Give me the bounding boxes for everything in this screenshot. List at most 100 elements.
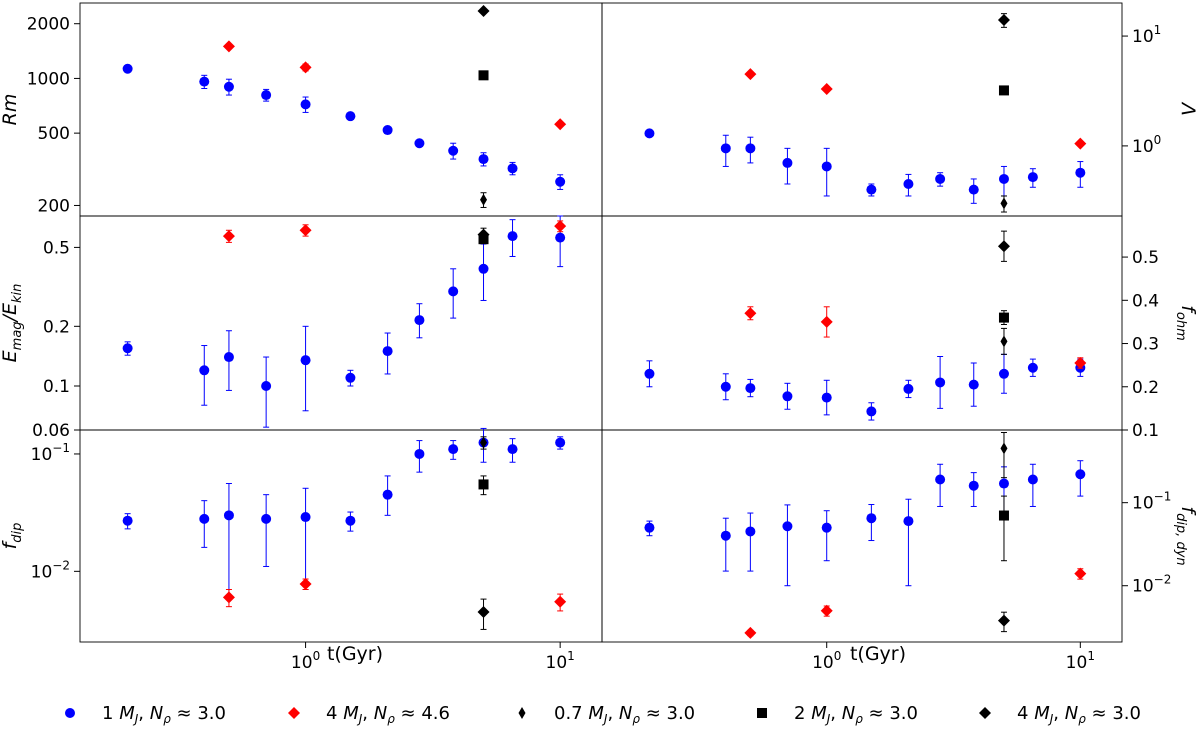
data-point — [744, 68, 757, 81]
series-s3 — [480, 192, 488, 208]
data-point — [821, 161, 832, 172]
data-point — [122, 515, 133, 526]
panel-frame — [79, 429, 603, 643]
data-point — [998, 85, 1009, 96]
x-axis-label-left: t(Gyr) — [327, 643, 383, 665]
data-point — [998, 510, 1009, 521]
y-axis-label: fohm — [1173, 305, 1199, 341]
legend-label: 4 MJ, Nρ ≈ 3.0 — [1017, 703, 1141, 726]
x-tick-label: 101 — [1066, 649, 1095, 673]
data-point — [414, 448, 425, 459]
data-point — [448, 444, 459, 455]
data-point — [745, 143, 756, 154]
data-point — [480, 193, 488, 206]
series-s2 — [222, 220, 567, 243]
legend-entry-s3: 0.7 MJ, Nρ ≈ 3.0 — [518, 703, 695, 726]
series-s4 — [478, 70, 489, 81]
y-tick-label: 500 — [38, 124, 70, 144]
data-point — [782, 521, 793, 532]
data-point — [1075, 167, 1086, 178]
series-s5 — [997, 230, 1010, 262]
data-point — [382, 346, 393, 357]
data-point — [223, 510, 234, 521]
y-tick-label: 2000 — [27, 15, 70, 35]
data-point — [478, 479, 489, 490]
data-point — [299, 577, 312, 590]
data-point — [261, 513, 272, 524]
data-point — [998, 312, 1009, 323]
data-point — [480, 436, 488, 449]
panel-lambda: 100 101 Λ — [601, 2, 1199, 217]
data-point — [935, 377, 946, 388]
data-point — [478, 70, 489, 81]
data-point — [414, 315, 425, 326]
panels: 200 500 1000 2000 Rm 100 101 Λ 0.06 0.1 0.2 0.5 Emag… — [0, 2, 1199, 673]
panel-fdipdyn: 10−2 10−1 100 101 fdip, dyn — [601, 429, 1199, 673]
data-point — [199, 365, 210, 376]
data-point — [555, 232, 566, 243]
series-s2 — [222, 40, 567, 131]
x-tick-label: 100 — [291, 649, 320, 673]
series-s5 — [477, 598, 490, 630]
series-s5 — [477, 228, 490, 241]
data-point — [997, 14, 1010, 27]
series-s1 — [644, 128, 1086, 204]
data-point — [507, 444, 518, 455]
data-point — [199, 76, 210, 87]
series-s3 — [1000, 327, 1008, 355]
y-tick-label: 0.2 — [43, 317, 70, 337]
data-point — [866, 184, 877, 195]
series-s4 — [998, 495, 1009, 562]
series-s1 — [644, 460, 1086, 587]
data-point — [477, 606, 490, 619]
x-axis-label-right: t(Gyr) — [850, 643, 906, 665]
data-point — [745, 383, 756, 394]
y-tick-label: 200 — [38, 196, 70, 216]
series-s1 — [122, 63, 566, 190]
y-tick-label: 0.3 — [1132, 335, 1159, 355]
data-point — [820, 604, 833, 617]
data-point — [478, 154, 489, 165]
data-point — [968, 480, 979, 491]
data-point — [1027, 362, 1038, 373]
data-point — [122, 63, 133, 74]
legend-label: 0.7 MJ, Nρ ≈ 3.0 — [554, 703, 695, 726]
legend-entry-s4: 2 MJ, Nρ ≈ 3.0 — [757, 703, 918, 726]
series-s4 — [998, 310, 1009, 326]
data-point — [345, 372, 356, 383]
data-point — [997, 614, 1010, 627]
data-point — [998, 478, 1009, 489]
data-point — [820, 82, 833, 95]
data-point — [261, 381, 272, 392]
data-point — [821, 392, 832, 403]
series-s3 — [1000, 431, 1008, 479]
x-axis-labels: t(Gyr) t(Gyr) — [327, 643, 906, 665]
y-tick-label: 0.1 — [43, 377, 70, 397]
data-point — [1027, 474, 1038, 485]
data-point — [554, 595, 567, 608]
y-tick-label: 0.4 — [1132, 291, 1159, 311]
data-point — [223, 81, 234, 92]
data-point — [998, 368, 1009, 379]
data-point — [644, 522, 655, 533]
legend-entry-s1: 1 MJ, Nρ ≈ 3.0 — [65, 703, 226, 726]
data-point — [222, 591, 235, 604]
series-s2 — [222, 577, 567, 612]
y-tick-label: 0.1 — [1132, 421, 1159, 441]
panel-emag: 0.06 0.1 0.2 0.5 Emag/Ekin — [0, 215, 603, 441]
data-point — [997, 240, 1010, 253]
data-point — [223, 352, 234, 363]
y-axis-label: fdip — [0, 523, 25, 550]
data-point — [1074, 356, 1087, 369]
data-point — [903, 383, 914, 394]
data-point — [345, 515, 356, 526]
data-point — [448, 145, 459, 156]
data-point — [821, 522, 832, 533]
data-point — [903, 516, 914, 527]
data-point — [1075, 469, 1086, 480]
data-point — [299, 224, 312, 237]
x-tick-label: 100 — [812, 649, 841, 673]
data-point — [866, 513, 877, 524]
data-point — [382, 489, 393, 500]
y-axis-label: Λ — [1177, 101, 1199, 116]
